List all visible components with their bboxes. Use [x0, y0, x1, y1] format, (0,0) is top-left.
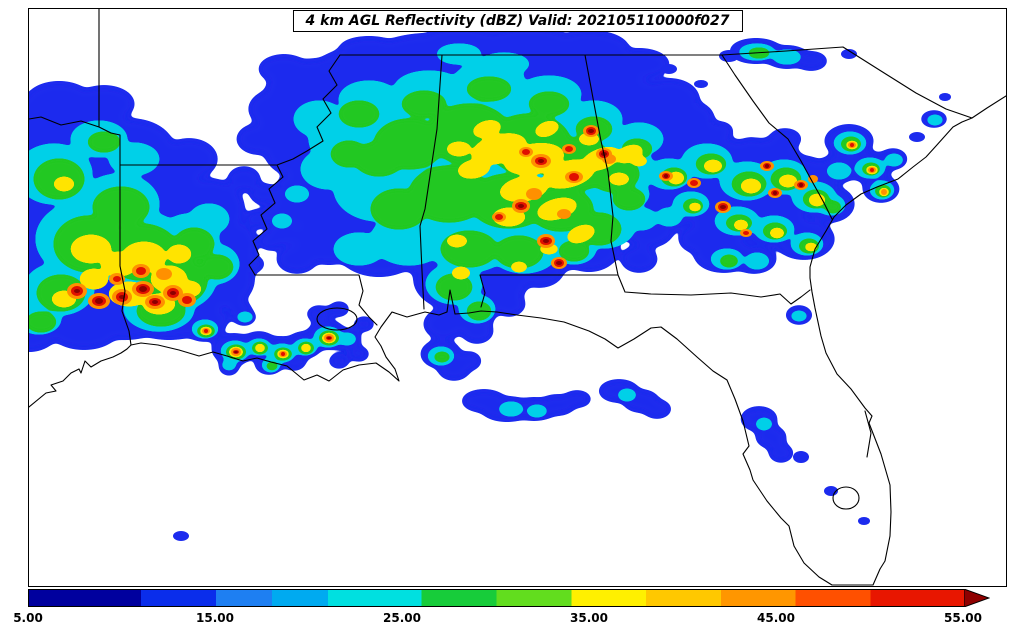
- lakes-path: [316, 307, 872, 510]
- colorbar-tick-label: 5.00: [13, 611, 43, 625]
- coastline-path: [29, 95, 1006, 586]
- colorbar-tick-label: 15.00: [196, 611, 234, 625]
- geography-layer: [29, 9, 1006, 586]
- colorbar: 5.00 15.00 25.00 35.00 45.00 55.00: [13, 589, 1005, 631]
- radar-field: [29, 27, 951, 541]
- colorbar-bar: [28, 589, 965, 607]
- colorbar-tick-labels: 5.00 15.00 25.00 35.00 45.00 55.00: [13, 611, 982, 627]
- colorbar-tick-label: 25.00: [383, 611, 421, 625]
- colorbar-tick-label: 55.00: [944, 611, 982, 625]
- plot-title: 4 km AGL Reflectivity (dBZ) Valid: 20210…: [292, 10, 743, 32]
- state-borders-path: [29, 9, 973, 346]
- colorbar-extend-arrow: [964, 589, 990, 607]
- colorbar-tick-label: 35.00: [570, 611, 608, 625]
- radar-level-darkred-55dbz-plus: [74, 129, 803, 353]
- colorbar-tick-label: 45.00: [757, 611, 795, 625]
- map-frame: 4 km AGL Reflectivity (dBZ) Valid: 20210…: [28, 8, 1007, 587]
- colorbar-arrow-shape: [964, 589, 990, 607]
- radar-map-svg: [29, 9, 1006, 586]
